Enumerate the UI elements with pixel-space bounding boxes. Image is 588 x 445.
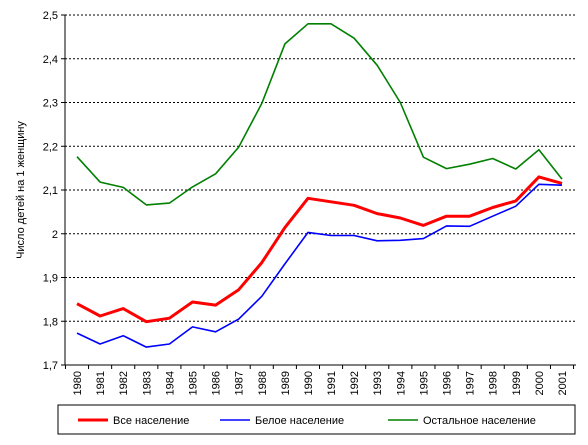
x-tick-label: 1994	[395, 371, 407, 395]
legend-box	[57, 404, 576, 435]
x-tick-label: 1984	[164, 371, 176, 395]
series-line	[76, 183, 563, 348]
y-tick-label: 1,7	[43, 360, 58, 372]
x-tick-label: 1991	[326, 371, 338, 395]
y-tick-label: 2,4	[43, 54, 58, 66]
x-tick-label: 1981	[95, 371, 107, 395]
legend-label: Белое население	[255, 415, 344, 427]
x-tick-label: 1997	[465, 371, 477, 395]
x-tick-label: 1988	[257, 371, 269, 395]
x-tick-label: 2000	[534, 371, 546, 395]
x-tick-label: 1992	[349, 371, 361, 395]
x-tick-label: 1993	[372, 371, 384, 395]
x-tick-label: 1989	[280, 371, 292, 395]
x-tick-label: 2001	[557, 371, 569, 395]
x-tick-label: 1985	[187, 371, 199, 395]
y-tick-label: 2,2	[43, 141, 58, 153]
x-tick-label: 1998	[488, 371, 500, 395]
y-tick-label: 1,8	[43, 316, 58, 328]
series-line	[76, 22, 563, 206]
legend-label: Остальное население	[423, 415, 536, 427]
y-tick-label: 2,3	[43, 98, 58, 110]
x-tick-label: 1982	[118, 371, 130, 395]
x-tick-label: 1996	[442, 371, 454, 395]
y-tick-label: 2,1	[43, 185, 58, 197]
x-tick-label: 1990	[303, 371, 315, 395]
y-axis-title: Число детей на 1 женщину	[15, 121, 27, 259]
x-tick-label: 1986	[211, 371, 223, 395]
legend-label: Все население	[113, 415, 189, 427]
x-tick-label: 1980	[72, 371, 84, 395]
y-tick-label: 2,5	[43, 10, 58, 22]
y-tick-label: 2	[52, 229, 58, 241]
y-tick-label: 1,9	[43, 273, 58, 285]
x-tick-label: 1995	[418, 371, 430, 395]
x-tick-label: 1983	[141, 371, 153, 395]
x-tick-label: 1987	[234, 371, 246, 395]
series-line	[76, 175, 563, 324]
x-tick-label: 1999	[511, 371, 523, 395]
